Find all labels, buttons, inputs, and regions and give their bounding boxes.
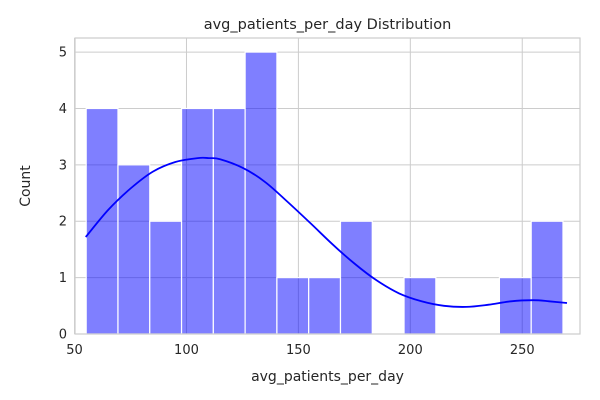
- y-tick-label: 3: [59, 158, 67, 173]
- x-axis-label: avg_patients_per_day: [251, 369, 404, 385]
- x-tick-label: 100: [174, 343, 199, 358]
- x-tick-label: 150: [286, 343, 311, 358]
- x-tick-label: 50: [66, 343, 83, 358]
- histogram-bar: [276, 277, 310, 335]
- y-axis-label: Count: [18, 165, 34, 207]
- histogram-bar: [308, 277, 342, 335]
- y-tick-label: 0: [59, 328, 67, 343]
- x-tick-label: 250: [510, 343, 535, 358]
- histogram-bar: [498, 277, 532, 335]
- y-tick-labels: 0 1 2 3 4 5: [59, 46, 67, 343]
- x-tick-labels: 50 100 150 200 250: [66, 343, 534, 358]
- y-tick-label: 4: [59, 102, 67, 117]
- histogram-bar: [149, 220, 183, 335]
- kde-curve: [85, 156, 568, 308]
- histogram-bar: [403, 277, 437, 335]
- histogram-bar: [339, 220, 373, 335]
- histogram-bars: [85, 51, 564, 335]
- histogram-bar: [117, 164, 151, 335]
- chart-title: avg_patients_per_day Distribution: [204, 17, 452, 33]
- y-tick-label: 1: [59, 271, 67, 286]
- y-tick-label: 5: [59, 46, 67, 61]
- x-tick-label: 200: [398, 343, 423, 358]
- y-tick-label: 2: [59, 215, 67, 230]
- histogram-bar: [85, 107, 119, 335]
- histogram-bar: [212, 107, 246, 335]
- histogram-bar: [244, 51, 278, 335]
- histogram-bar: [530, 220, 564, 335]
- plot-frame: [74, 37, 581, 335]
- histogram-bar: [180, 107, 214, 335]
